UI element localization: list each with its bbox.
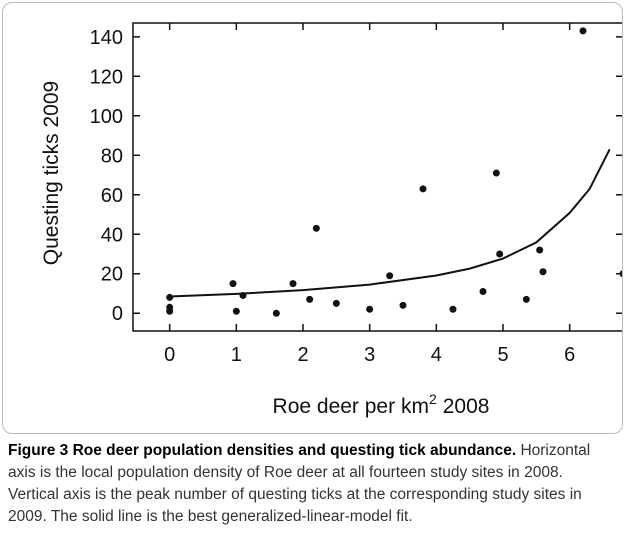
caption: Figure 3 Roe deer population densities a… bbox=[8, 440, 618, 528]
y-tick-label: 0 bbox=[112, 303, 123, 325]
data-point bbox=[166, 303, 174, 311]
x-axis-label-tail: 2008 bbox=[443, 395, 490, 418]
data-point bbox=[399, 301, 407, 309]
data-point bbox=[366, 305, 374, 313]
x-axis-label: Roe deer per km2 2008 bbox=[273, 391, 490, 418]
y-tick-label: 40 bbox=[101, 224, 123, 246]
data-point bbox=[492, 169, 500, 177]
x-tick-label: 0 bbox=[164, 344, 175, 366]
plot-frame bbox=[132, 22, 622, 332]
x-tick-label: 6 bbox=[564, 344, 575, 366]
fit-line bbox=[169, 148, 611, 298]
data-point bbox=[579, 27, 587, 35]
data-point bbox=[312, 224, 320, 232]
data-point bbox=[332, 299, 340, 307]
x-tick-label: 4 bbox=[431, 344, 442, 366]
data-point bbox=[536, 246, 544, 254]
x-tick-label: 5 bbox=[497, 344, 508, 366]
caption-title: Figure 3 Roe deer population densities a… bbox=[8, 442, 517, 459]
data-point bbox=[522, 295, 530, 303]
caption-text: Horizontal axis is the local population … bbox=[8, 442, 591, 525]
x-tick-label: 3 bbox=[364, 344, 375, 366]
chart: Questing ticks 2009 Roe deer per km2 2008… bbox=[40, 22, 622, 418]
data-point bbox=[232, 307, 240, 315]
data-point bbox=[272, 309, 280, 317]
data-point bbox=[449, 305, 457, 313]
x-axis-label-sup: 2 bbox=[429, 391, 437, 407]
y-tick-label: 20 bbox=[101, 264, 123, 286]
data-point bbox=[619, 270, 622, 278]
data-point bbox=[539, 268, 547, 276]
y-tick-label: 80 bbox=[101, 145, 123, 167]
data-point bbox=[306, 295, 314, 303]
data-point bbox=[166, 293, 174, 301]
data-point bbox=[289, 280, 297, 288]
data-point bbox=[229, 280, 237, 288]
data-point bbox=[386, 272, 394, 280]
x-tick-label: 1 bbox=[231, 344, 242, 366]
y-tick-label: 140 bbox=[90, 27, 123, 49]
y-tick-label: 60 bbox=[101, 185, 123, 207]
figure-frame: Questing ticks 2009 Roe deer per km2 2008… bbox=[2, 2, 623, 434]
y-tick-label: 120 bbox=[90, 66, 123, 88]
y-tick-label: 100 bbox=[90, 106, 123, 128]
x-tick-label: 2 bbox=[297, 344, 308, 366]
data-point bbox=[496, 250, 504, 258]
data-point bbox=[479, 288, 487, 296]
data-point bbox=[419, 185, 427, 193]
x-axis-label-text: Roe deer per km bbox=[273, 395, 429, 418]
y-axis-label: Questing ticks 2009 bbox=[40, 81, 63, 265]
